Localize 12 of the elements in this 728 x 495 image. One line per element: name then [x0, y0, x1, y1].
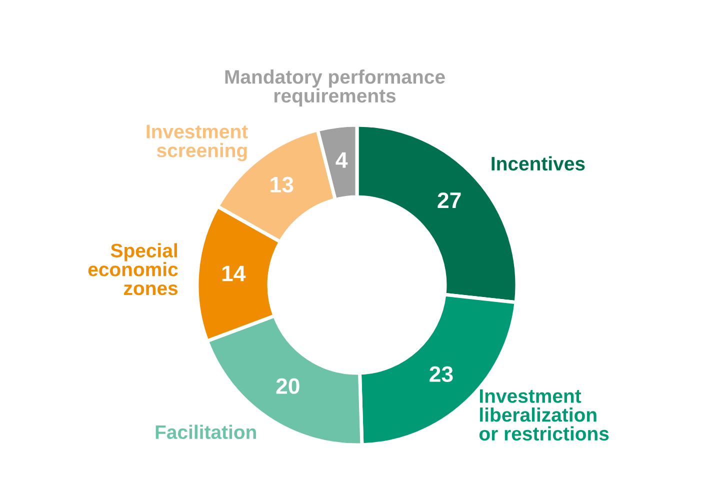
data-label: 23 — [430, 366, 453, 382]
slice-label: Facilitation — [156, 424, 256, 440]
slice-label: Special economic zones — [88, 243, 178, 296]
slice-label: Incentives — [492, 156, 585, 171]
data-label: 14 — [222, 266, 246, 282]
slice-label: Investment screening — [146, 124, 248, 162]
slice-label: Investment liberalization or restrictions — [479, 389, 609, 441]
slice-label: Mandatory performance requirements — [225, 70, 445, 106]
data-label: 20 — [276, 378, 300, 394]
data-label: 4 — [336, 152, 348, 168]
data-label: 27 — [438, 192, 461, 208]
data-label: 13 — [270, 176, 294, 193]
